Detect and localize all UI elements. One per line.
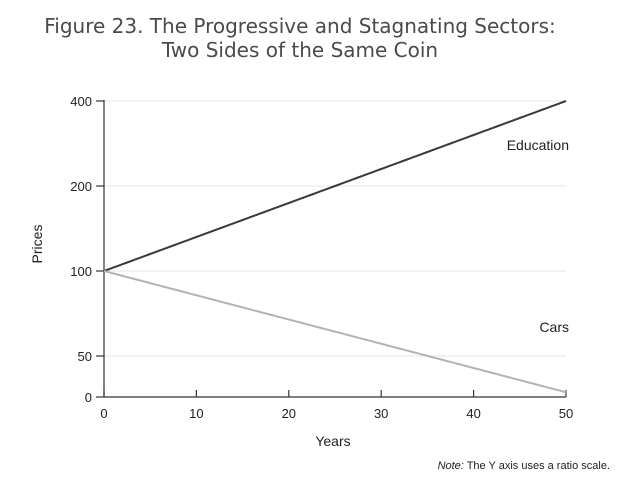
series-line-education [103, 100, 567, 272]
series-label-education: Education [507, 137, 569, 153]
x-tick-label-50: 50 [559, 406, 573, 421]
note-prefix: Note: [437, 460, 464, 472]
series-lines [103, 100, 567, 394]
y-tick-label-400: 400 [70, 94, 92, 109]
chart-title-block: Figure 23. The Progressive and Stagnatin… [0, 14, 600, 62]
chart-title: Figure 23. The Progressive and Stagnatin… [44, 14, 556, 38]
y-tick-label-100: 100 [70, 264, 92, 279]
chart-labels: Years Prices Education Cars [29, 137, 569, 449]
x-axis-label: Years [315, 433, 350, 449]
series-label-cars: Cars [539, 319, 569, 335]
note-text: The Y axis uses a ratio scale. [463, 460, 610, 472]
y-tick-label-200: 200 [70, 179, 92, 194]
y-tick-label-0: 0 [85, 390, 92, 405]
chart-note: Note: The Y axis uses a ratio scale. [438, 460, 610, 472]
y-tick-label-50: 50 [78, 349, 92, 364]
y-axis-label: Prices [29, 225, 45, 264]
chart-subtitle: Two Sides of the Same Coin [161, 38, 439, 62]
grid-lines [104, 100, 566, 357]
x-tick-label-20: 20 [282, 406, 296, 421]
x-tick-label-10: 10 [189, 406, 203, 421]
x-tick-label-40: 40 [466, 406, 480, 421]
x-tick-label-0: 0 [100, 406, 107, 421]
series-line-cars [103, 270, 567, 394]
axes: 400 200 100 50 00 10 20 30 40 50 [70, 94, 573, 421]
x-tick-label-30: 30 [374, 406, 388, 421]
